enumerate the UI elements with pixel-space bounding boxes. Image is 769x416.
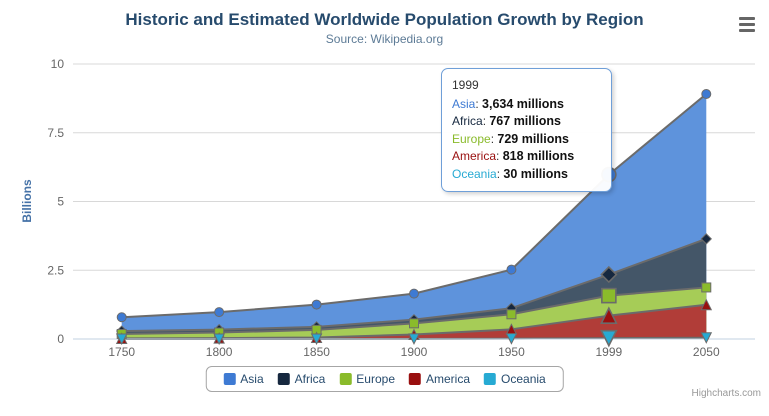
- tooltip-row-europe: Europe: 729 millions: [452, 131, 569, 146]
- square-marker[interactable]: [701, 282, 712, 293]
- legend-item-asia[interactable]: Asia: [223, 372, 264, 386]
- tooltip-series-name: Europe: [452, 131, 491, 146]
- circle-marker[interactable]: [506, 264, 517, 275]
- tooltip-series-value: 30 millions: [503, 166, 568, 181]
- y-axis-tick-label: 7.5: [47, 126, 64, 140]
- legend-item-africa[interactable]: Africa: [277, 372, 326, 386]
- x-axis-tick-label: 1950: [498, 345, 525, 359]
- tooltip-series-value: 767 millions: [489, 114, 561, 128]
- y-axis-tick-label: 0: [57, 332, 64, 346]
- triangle-down-marker[interactable]: [213, 333, 225, 346]
- square-marker[interactable]: [601, 287, 617, 304]
- legend-label: Africa: [294, 372, 326, 386]
- x-axis-tick-label: 1800: [206, 345, 233, 359]
- tooltip-series-value: 729 millions: [497, 131, 569, 146]
- diamond-marker[interactable]: [700, 233, 712, 245]
- triangle-marker[interactable]: [700, 298, 713, 311]
- legend-item-oceania[interactable]: Oceania: [484, 372, 546, 386]
- tooltip-header: 1999: [452, 78, 479, 92]
- circle-marker[interactable]: [311, 299, 322, 310]
- y-axis-tick-label: 2.5: [47, 263, 64, 277]
- legend-swatch-america: [409, 373, 422, 385]
- legend-label: Asia: [240, 372, 264, 386]
- tooltip-row-america: America: 818 millions: [452, 149, 575, 163]
- tooltip-rows: Asia: 3,634 millions Africa: 767 millions…: [452, 96, 601, 184]
- y-axis-title: Billions: [20, 179, 34, 223]
- area-asia[interactable]: [121, 94, 707, 339]
- export-menu-bar: [739, 23, 755, 26]
- triangle-down-marker[interactable]: [600, 329, 618, 348]
- triangle-down-marker[interactable]: [408, 333, 420, 345]
- tooltip-series-value: 818 millions: [502, 149, 575, 163]
- legend-label: Europe: [356, 372, 396, 386]
- legend-swatch-oceania: [484, 373, 497, 385]
- square-marker[interactable]: [409, 318, 419, 329]
- tooltip-series-name: Africa: [452, 114, 483, 128]
- tooltip-series-name: America: [452, 149, 497, 163]
- tooltip-row-africa: Africa: 767 millions: [452, 114, 561, 128]
- triangle-down-marker[interactable]: [115, 333, 128, 346]
- x-axis-tick-label: 2050: [693, 345, 720, 359]
- circle-marker[interactable]: [409, 288, 419, 299]
- legend-label: Oceania: [501, 372, 546, 386]
- y-axis-tick-label: 5: [57, 195, 64, 209]
- circle-marker[interactable]: [116, 312, 127, 323]
- tooltip-row-asia: Asia: 3,634 millions: [452, 96, 564, 111]
- tooltip-series-value: 3,634 millions: [482, 96, 564, 111]
- export-menu-bar: [739, 17, 755, 20]
- legend-swatch-asia: [223, 373, 236, 385]
- triangle-down-marker[interactable]: [310, 333, 323, 346]
- chart-title: Historic and Estimated Worldwide Populat…: [125, 10, 644, 29]
- export-menu-icon[interactable]: [739, 17, 755, 35]
- legend-label: America: [426, 372, 471, 386]
- highcharts-credit[interactable]: Highcharts.com: [691, 388, 761, 399]
- tooltip-series-name: Oceania: [452, 166, 497, 181]
- chart-subtitle: Source: Wikipedia.org: [325, 32, 444, 46]
- triangle-marker[interactable]: [600, 306, 618, 324]
- tooltip-row-oceania: Oceania: 30 millions: [452, 166, 568, 181]
- circle-marker[interactable]: [214, 307, 225, 318]
- export-menu-bar: [739, 29, 755, 32]
- x-axis-tick-label: 1750: [108, 345, 135, 359]
- x-axis-tick-label: 1900: [401, 345, 428, 359]
- triangle-down-marker[interactable]: [700, 332, 713, 344]
- triangle-down-marker[interactable]: [505, 333, 518, 345]
- area-america[interactable]: [121, 304, 707, 339]
- legend: Asia Africa Europe America Oceania: [205, 366, 564, 392]
- legend-swatch-africa: [277, 373, 290, 385]
- square-marker[interactable]: [506, 309, 517, 320]
- legend-item-america[interactable]: America: [409, 372, 470, 386]
- tooltip-series-name: Asia: [452, 96, 476, 111]
- y-axis-tick-label: 10: [51, 57, 65, 71]
- diamond-marker[interactable]: [600, 265, 618, 284]
- tooltip: 1999 Asia: 3,634 millions Africa: 767 mil…: [441, 68, 612, 192]
- circle-marker[interactable]: [701, 89, 712, 100]
- legend-swatch-europe: [339, 373, 352, 385]
- legend-item-europe[interactable]: Europe: [339, 372, 395, 386]
- x-axis-tick-label: 1999: [596, 345, 623, 359]
- x-axis-tick-label: 1850: [303, 345, 330, 359]
